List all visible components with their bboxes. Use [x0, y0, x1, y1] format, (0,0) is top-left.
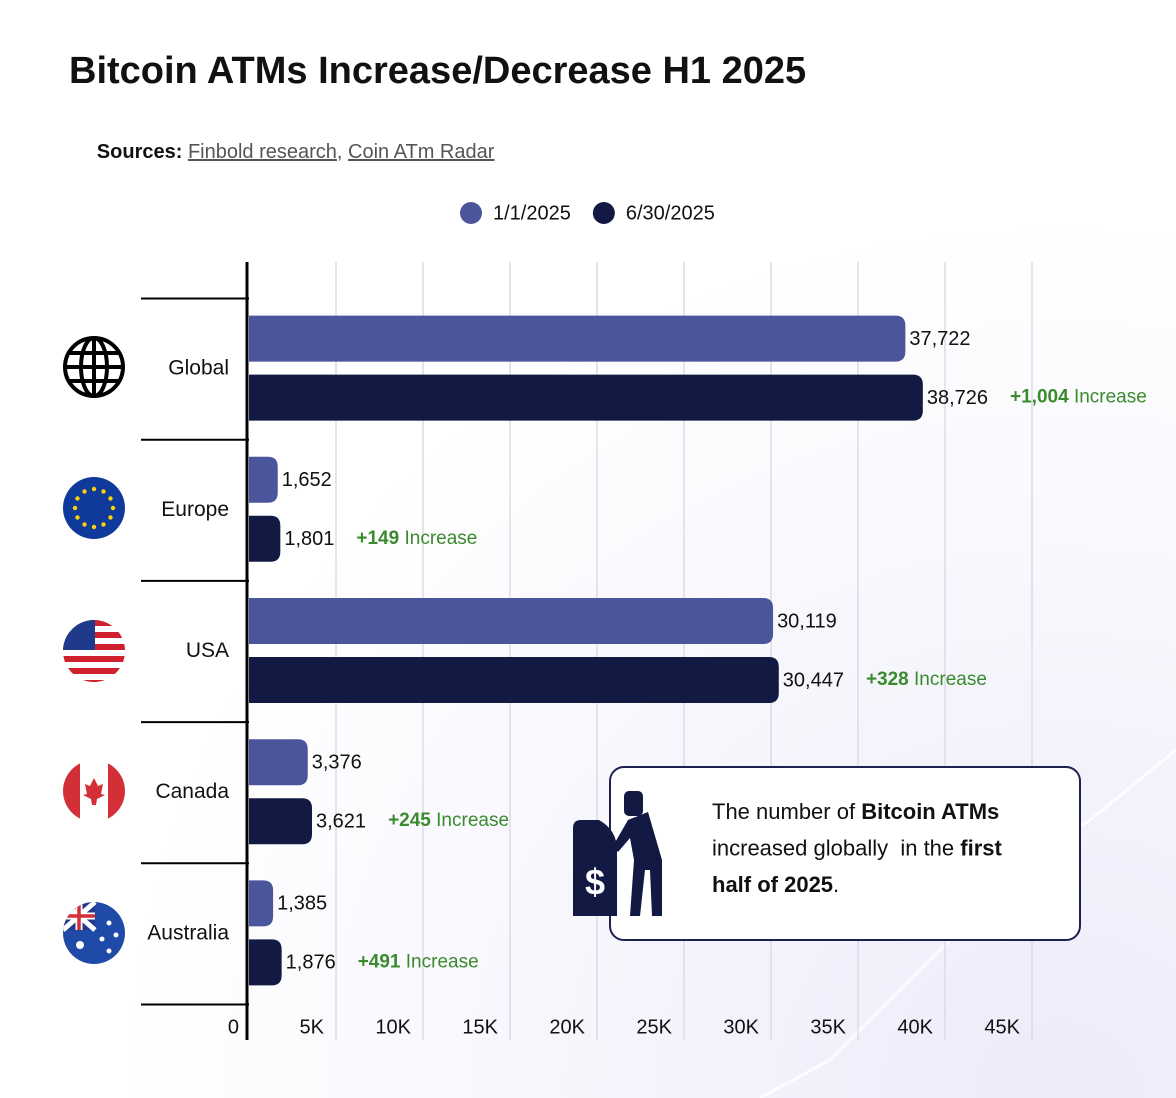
change-word: Increase [914, 669, 987, 690]
australia-flag [63, 902, 125, 964]
x-tick-label: 35K [810, 1016, 846, 1038]
bar [249, 880, 274, 927]
change-amount: +328 [866, 669, 909, 690]
bar [249, 456, 278, 503]
legend-label: 6/30/2025 [626, 202, 715, 224]
bar [249, 598, 774, 644]
change-amount: +149 [356, 528, 399, 549]
change-label: +1,004 Increase [1010, 387, 1147, 408]
category-label: Australia [147, 921, 229, 944]
category-label: USA [186, 639, 229, 662]
x-tick-label: 30K [723, 1016, 759, 1038]
legend-swatch [592, 202, 615, 224]
source-link[interactable]: Finbold research [188, 141, 337, 163]
value-label: 38,726 [927, 387, 988, 409]
canada-flag [63, 760, 125, 822]
value-label: 30,447 [783, 669, 844, 691]
bar [249, 515, 281, 562]
callout-segment: increased globally in the [712, 835, 960, 860]
legend-label: 1/1/2025 [493, 202, 571, 224]
change-amount: +245 [388, 810, 431, 831]
callout-segment: The number of [712, 799, 861, 824]
legend-swatch [460, 202, 482, 224]
change-amount: +1,004 [1010, 387, 1069, 408]
callout-segment: . [833, 872, 839, 897]
eu-flag [63, 477, 125, 539]
globe-icon [63, 336, 125, 398]
bar [249, 739, 308, 786]
change-label: +491 Increase [358, 951, 479, 972]
change-word: Increase [1074, 387, 1147, 408]
value-label: 3,376 [312, 751, 362, 773]
bar [249, 374, 923, 421]
callout-line: increased globally in the first [712, 835, 1003, 860]
change-word: Increase [404, 528, 477, 549]
value-label: 1,385 [277, 893, 327, 915]
value-label: 3,621 [316, 810, 366, 832]
x-tick-label: 10K [375, 1016, 411, 1038]
sources-label: Sources: [97, 141, 183, 163]
value-label: 1,652 [282, 469, 332, 491]
x-tick-label: 25K [636, 1016, 672, 1038]
bar [249, 315, 906, 362]
plot-area: 1/1/2025 6/30/2025 0 5K 10K 15K 20K 25K 30K 35K 40… [141, 202, 1147, 1040]
source-link[interactable]: Coin ATm Radar [348, 141, 495, 163]
x-tick-label: 20K [549, 1016, 585, 1038]
category-label: Canada [155, 780, 229, 803]
x-tick-label: 15K [462, 1016, 498, 1038]
x-tick-label: 5K [300, 1016, 325, 1038]
category-label: Global [168, 357, 229, 380]
callout-segment: Bitcoin ATMs [861, 799, 999, 824]
svg-text:$: $ [585, 862, 605, 903]
change-label: +328 Increase [866, 669, 987, 690]
change-label: +149 Increase [356, 528, 477, 549]
value-label: 1,801 [284, 528, 334, 550]
value-label: 1,876 [286, 952, 336, 974]
bar [249, 939, 282, 986]
callout-segment: half of 2025 [712, 872, 833, 897]
callout-line: half of 2025. [712, 872, 839, 897]
sources-separator: , [337, 141, 343, 163]
sources: Sources: Finbold research, Coin ATm Rada… [69, 141, 511, 163]
value-label: 37,722 [909, 328, 970, 350]
bar [249, 657, 779, 703]
x-tick-label: 45K [984, 1016, 1020, 1038]
bar [249, 798, 313, 845]
change-word: Increase [406, 951, 479, 972]
change-amount: +491 [358, 951, 401, 972]
change-label: +245 Increase [388, 810, 509, 831]
value-label: 30,119 [777, 610, 837, 632]
x-tick-label: 40K [897, 1016, 933, 1038]
us-flag [63, 620, 125, 682]
atm-icon: $ [573, 791, 662, 916]
category-label: Europe [161, 498, 229, 521]
chart-title: Bitcoin ATMs Increase/Decrease H1 2025 [69, 50, 806, 92]
callout-line: The number of Bitcoin ATMs [712, 799, 999, 824]
change-word: Increase [436, 810, 509, 831]
x-tick-label: 0 [228, 1016, 239, 1038]
callout-text: The number of Bitcoin ATMs increased glob… [712, 799, 1003, 897]
callout-segment: first [960, 835, 1002, 860]
